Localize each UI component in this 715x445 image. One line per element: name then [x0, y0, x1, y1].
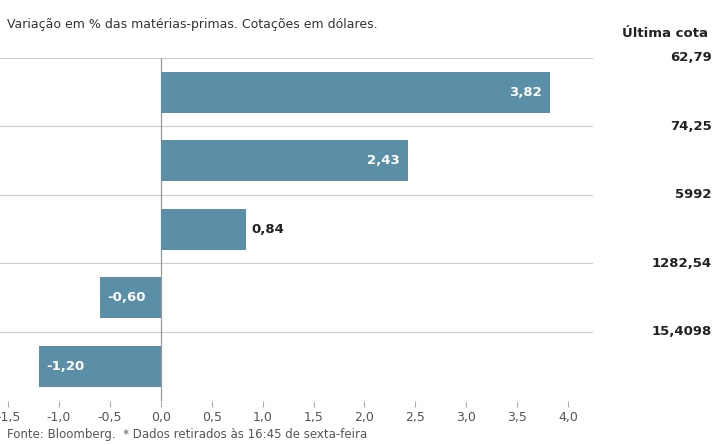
Text: 3,82: 3,82 — [509, 85, 541, 99]
Text: Fonte: Bloomberg.  * Dados retirados às 16:45 de sexta-feira: Fonte: Bloomberg. * Dados retirados às 1… — [7, 428, 368, 441]
Text: 0,84: 0,84 — [252, 222, 285, 236]
Bar — [161, 209, 247, 250]
Text: 5992: 5992 — [675, 188, 711, 202]
Bar — [161, 72, 550, 113]
Text: Variação em % das matérias-primas. Cotações em dólares.: Variação em % das matérias-primas. Cotaç… — [7, 18, 378, 31]
Bar — [99, 277, 161, 318]
Text: 62,79: 62,79 — [670, 51, 711, 65]
Text: 15,4098: 15,4098 — [651, 325, 711, 339]
Text: 74,25: 74,25 — [670, 120, 711, 133]
Text: 1282,54: 1282,54 — [651, 257, 711, 270]
Text: 2,43: 2,43 — [368, 154, 400, 167]
Text: -1,20: -1,20 — [46, 360, 84, 373]
Text: -0,60: -0,60 — [107, 291, 145, 304]
Bar — [39, 346, 161, 387]
Text: Última cota: Última cota — [622, 27, 708, 40]
Bar — [161, 140, 408, 181]
